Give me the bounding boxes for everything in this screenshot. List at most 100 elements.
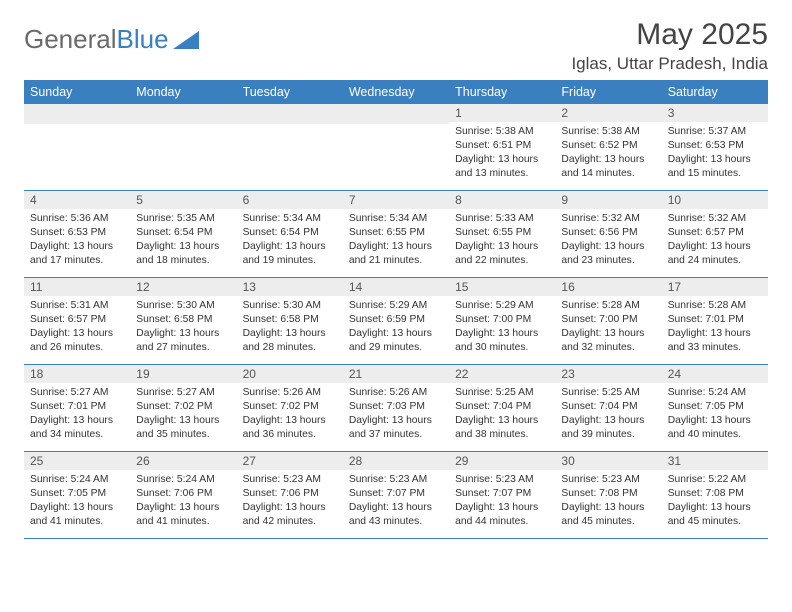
day-details: Sunrise: 5:24 AMSunset: 7:05 PMDaylight:… [24,470,130,533]
detail-sr: Sunrise: 5:24 AM [668,386,762,400]
logo: GeneralBlue [24,18,199,55]
day-details: Sunrise: 5:23 AMSunset: 7:07 PMDaylight:… [449,470,555,533]
day-details: Sunrise: 5:38 AMSunset: 6:51 PMDaylight:… [449,122,555,185]
detail-ss: Sunset: 6:56 PM [561,226,655,240]
detail-sr: Sunrise: 5:30 AM [243,299,337,313]
detail-sr: Sunrise: 5:35 AM [136,212,230,226]
detail-sr: Sunrise: 5:23 AM [349,473,443,487]
day-number: 12 [130,278,236,296]
day-number: 14 [343,278,449,296]
detail-d2: and 27 minutes. [136,341,230,355]
day-details: Sunrise: 5:32 AMSunset: 6:57 PMDaylight:… [662,209,768,272]
day-number: 9 [555,191,661,209]
day-number: 6 [237,191,343,209]
detail-d1: Daylight: 13 hours [349,501,443,515]
dow-monday: Monday [130,80,236,104]
detail-d2: and 44 minutes. [455,515,549,529]
detail-ss: Sunset: 7:08 PM [561,487,655,501]
calendar-cell: 23Sunrise: 5:25 AMSunset: 7:04 PMDayligh… [555,365,661,452]
detail-d1: Daylight: 13 hours [349,240,443,254]
detail-ss: Sunset: 7:05 PM [668,400,762,414]
day-details: Sunrise: 5:30 AMSunset: 6:58 PMDaylight:… [130,296,236,359]
calendar-cell: 14Sunrise: 5:29 AMSunset: 6:59 PMDayligh… [343,278,449,365]
detail-d2: and 26 minutes. [30,341,124,355]
day-details: Sunrise: 5:34 AMSunset: 6:54 PMDaylight:… [237,209,343,272]
detail-d2: and 45 minutes. [561,515,655,529]
detail-sr: Sunrise: 5:38 AM [561,125,655,139]
detail-d2: and 39 minutes. [561,428,655,442]
day-number: 11 [24,278,130,296]
detail-d1: Daylight: 13 hours [561,414,655,428]
dow-saturday: Saturday [662,80,768,104]
day-number: 1 [449,104,555,122]
detail-d2: and 41 minutes. [136,515,230,529]
calendar-cell: 12Sunrise: 5:30 AMSunset: 6:58 PMDayligh… [130,278,236,365]
detail-sr: Sunrise: 5:28 AM [561,299,655,313]
detail-d2: and 45 minutes. [668,515,762,529]
day-number: 20 [237,365,343,383]
detail-sr: Sunrise: 5:29 AM [349,299,443,313]
detail-ss: Sunset: 6:58 PM [243,313,337,327]
day-details: Sunrise: 5:23 AMSunset: 7:07 PMDaylight:… [343,470,449,533]
calendar-cell: 19Sunrise: 5:27 AMSunset: 7:02 PMDayligh… [130,365,236,452]
detail-ss: Sunset: 6:58 PM [136,313,230,327]
day-details: Sunrise: 5:31 AMSunset: 6:57 PMDaylight:… [24,296,130,359]
detail-d2: and 42 minutes. [243,515,337,529]
day-number: 13 [237,278,343,296]
detail-d1: Daylight: 13 hours [561,153,655,167]
calendar-cell: 15Sunrise: 5:29 AMSunset: 7:00 PMDayligh… [449,278,555,365]
detail-ss: Sunset: 7:00 PM [561,313,655,327]
detail-sr: Sunrise: 5:25 AM [561,386,655,400]
day-details: Sunrise: 5:30 AMSunset: 6:58 PMDaylight:… [237,296,343,359]
detail-ss: Sunset: 6:54 PM [243,226,337,240]
dow-row: Sunday Monday Tuesday Wednesday Thursday… [24,80,768,104]
day-details: Sunrise: 5:38 AMSunset: 6:52 PMDaylight:… [555,122,661,185]
calendar-cell: 22Sunrise: 5:25 AMSunset: 7:04 PMDayligh… [449,365,555,452]
calendar-cell: 1Sunrise: 5:38 AMSunset: 6:51 PMDaylight… [449,104,555,191]
detail-d2: and 22 minutes. [455,254,549,268]
day-details: Sunrise: 5:24 AMSunset: 7:05 PMDaylight:… [662,383,768,446]
header: GeneralBlue May 2025 Iglas, Uttar Prades… [24,18,768,74]
detail-d1: Daylight: 13 hours [243,501,337,515]
detail-ss: Sunset: 7:04 PM [455,400,549,414]
detail-sr: Sunrise: 5:24 AM [136,473,230,487]
dow-wednesday: Wednesday [343,80,449,104]
location: Iglas, Uttar Pradesh, India [571,54,768,74]
detail-d2: and 35 minutes. [136,428,230,442]
day-number: 3 [662,104,768,122]
day-details: Sunrise: 5:35 AMSunset: 6:54 PMDaylight:… [130,209,236,272]
day-number: 24 [662,365,768,383]
day-details: Sunrise: 5:28 AMSunset: 7:01 PMDaylight:… [662,296,768,359]
detail-ss: Sunset: 6:57 PM [668,226,762,240]
detail-sr: Sunrise: 5:30 AM [136,299,230,313]
calendar-table: Sunday Monday Tuesday Wednesday Thursday… [24,80,768,539]
detail-d1: Daylight: 13 hours [243,240,337,254]
detail-d2: and 36 minutes. [243,428,337,442]
detail-ss: Sunset: 6:53 PM [668,139,762,153]
day-details: Sunrise: 5:23 AMSunset: 7:08 PMDaylight:… [555,470,661,533]
detail-sr: Sunrise: 5:37 AM [668,125,762,139]
calendar-cell: 8Sunrise: 5:33 AMSunset: 6:55 PMDaylight… [449,191,555,278]
calendar-cell: 31Sunrise: 5:22 AMSunset: 7:08 PMDayligh… [662,452,768,539]
day-number: 16 [555,278,661,296]
detail-d1: Daylight: 13 hours [349,327,443,341]
calendar-week-row: 18Sunrise: 5:27 AMSunset: 7:01 PMDayligh… [24,365,768,452]
calendar-week-row: 4Sunrise: 5:36 AMSunset: 6:53 PMDaylight… [24,191,768,278]
calendar-cell: 29Sunrise: 5:23 AMSunset: 7:07 PMDayligh… [449,452,555,539]
detail-ss: Sunset: 6:54 PM [136,226,230,240]
detail-d2: and 30 minutes. [455,341,549,355]
day-number: 21 [343,365,449,383]
day-number [130,104,236,124]
detail-sr: Sunrise: 5:23 AM [243,473,337,487]
calendar-cell: 17Sunrise: 5:28 AMSunset: 7:01 PMDayligh… [662,278,768,365]
calendar-cell: 10Sunrise: 5:32 AMSunset: 6:57 PMDayligh… [662,191,768,278]
detail-d2: and 21 minutes. [349,254,443,268]
detail-d1: Daylight: 13 hours [455,414,549,428]
calendar-cell: 24Sunrise: 5:24 AMSunset: 7:05 PMDayligh… [662,365,768,452]
detail-d1: Daylight: 13 hours [561,327,655,341]
calendar-cell: 3Sunrise: 5:37 AMSunset: 6:53 PMDaylight… [662,104,768,191]
calendar-cell: 20Sunrise: 5:26 AMSunset: 7:02 PMDayligh… [237,365,343,452]
day-number: 23 [555,365,661,383]
day-number: 10 [662,191,768,209]
dow-tuesday: Tuesday [237,80,343,104]
